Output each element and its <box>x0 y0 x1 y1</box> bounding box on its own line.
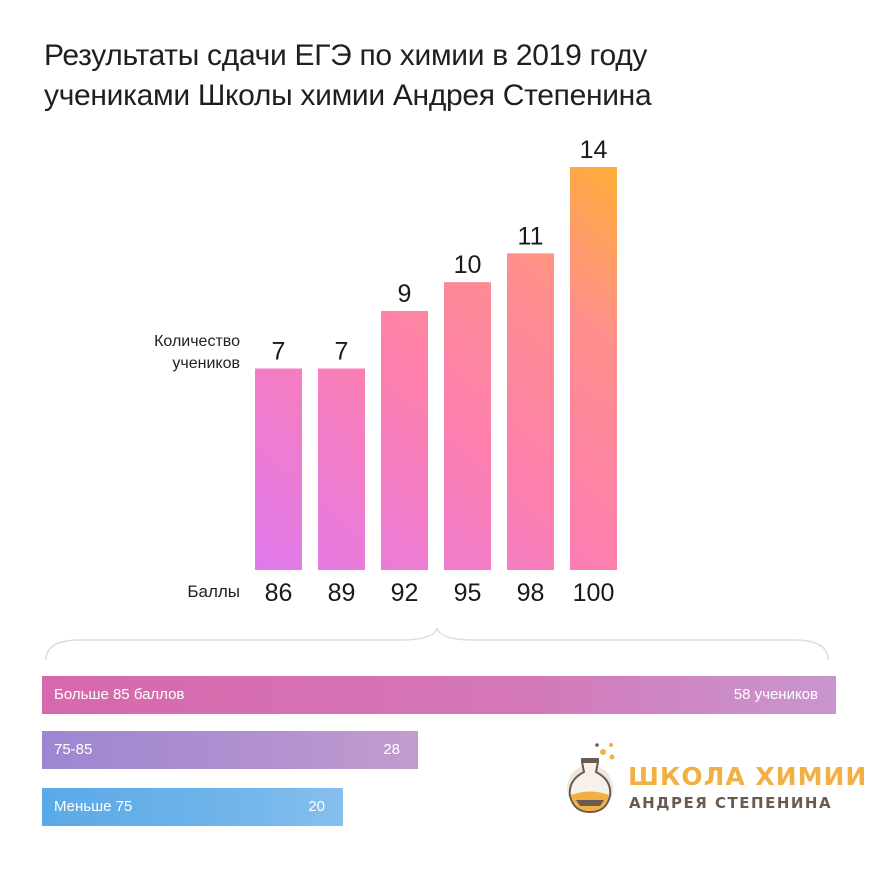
x-axis-label: Баллы <box>187 582 240 601</box>
bar-86 <box>255 368 302 570</box>
x-tick-label: 86 <box>265 579 293 607</box>
summary-bar-label: Меньше 75 <box>54 798 133 815</box>
x-tick-label: 92 <box>391 579 419 607</box>
summary-bar-75-85: 75-85 28 <box>42 731 418 769</box>
x-tick-label: 98 <box>517 579 545 607</box>
bar-89 <box>318 368 365 570</box>
bar-value-label: 10 <box>454 251 482 279</box>
x-tick-label: 100 <box>573 579 615 607</box>
logo-title: ШКОЛА ХИМИИ <box>628 762 868 791</box>
bar-92 <box>381 310 428 570</box>
bar-value-label: 11 <box>518 222 544 250</box>
bar-95 <box>444 282 491 570</box>
flask-icon <box>567 743 615 814</box>
summary-bar-value: 28 <box>383 741 400 758</box>
x-tick-label: 95 <box>454 579 482 607</box>
x-tick-label: 89 <box>328 579 356 607</box>
summary-bar-label: 75-85 <box>54 741 93 758</box>
brace <box>45 627 829 661</box>
bar-98 <box>507 253 554 570</box>
bar-value-label: 7 <box>272 338 286 366</box>
logo-subtitle: АНДРЕЯ СТЕПЕНИНА <box>629 794 833 812</box>
summary-bar-label: Больше 85 баллов <box>54 686 185 703</box>
summary-bar-value: 20 <box>308 798 325 815</box>
chart-title-line-2: учениками Школы химии Андрея Степенина <box>44 79 652 112</box>
chart-title-line-1: Результаты сдачи ЕГЭ по химии в 2019 год… <box>44 39 648 72</box>
bar-100 <box>570 167 617 570</box>
bar-value-label: 9 <box>398 280 412 308</box>
chart-title: Результаты сдачи ЕГЭ по химии в 2019 год… <box>44 36 844 116</box>
summary-bar-value: 58 учеников <box>733 686 818 703</box>
bar-value-label: 14 <box>580 136 608 164</box>
summary-bar-above-85: Больше 85 баллов 58 учеников <box>42 676 836 714</box>
y-axis-label: Количество учеников <box>154 333 240 372</box>
bar-value-label: 7 <box>335 338 349 366</box>
summary-bar-below-75: Меньше 75 20 <box>42 788 343 826</box>
